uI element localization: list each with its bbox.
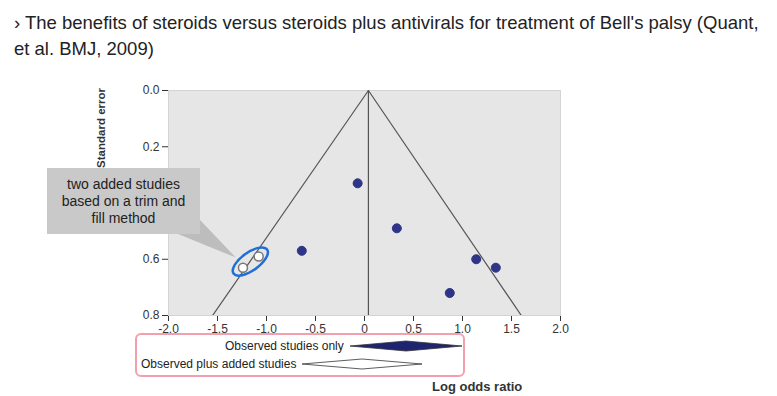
- svg-text:-0.5: -0.5: [305, 322, 326, 336]
- svg-text:1.0: 1.0: [454, 322, 471, 336]
- html-text:two added studies based on a t: two added studies based on a trim and fi…: [61, 175, 186, 226]
- svg-text:-2.0: -2.0: [158, 322, 179, 336]
- html-text:Observed studies only: Observed studies only: [225, 339, 344, 353]
- svg-text:Standard error: Standard error: [95, 87, 107, 167]
- svg-text:2.0: 2.0: [552, 322, 569, 336]
- html-text:Log odds ratio: Log odds ratio: [432, 379, 523, 394]
- svg-text:-1.0: -1.0: [256, 322, 277, 336]
- svg-text:0.8: 0.8: [143, 308, 160, 322]
- svg-text:-1.5: -1.5: [207, 322, 228, 336]
- svg-text:0.2: 0.2: [143, 140, 160, 154]
- svg-text:0: 0: [361, 322, 368, 336]
- svg-text:0.0: 0.0: [143, 83, 160, 97]
- svg-text:0.5: 0.5: [405, 322, 422, 336]
- svg-text:1.5: 1.5: [503, 322, 520, 336]
- html-text:› The benefits of steroids ver: › The benefits of steroids versus steroi…: [14, 12, 759, 59]
- html-text:Observed plus added studies: Observed plus added studies: [141, 357, 297, 371]
- svg-text:0.6: 0.6: [143, 252, 160, 266]
